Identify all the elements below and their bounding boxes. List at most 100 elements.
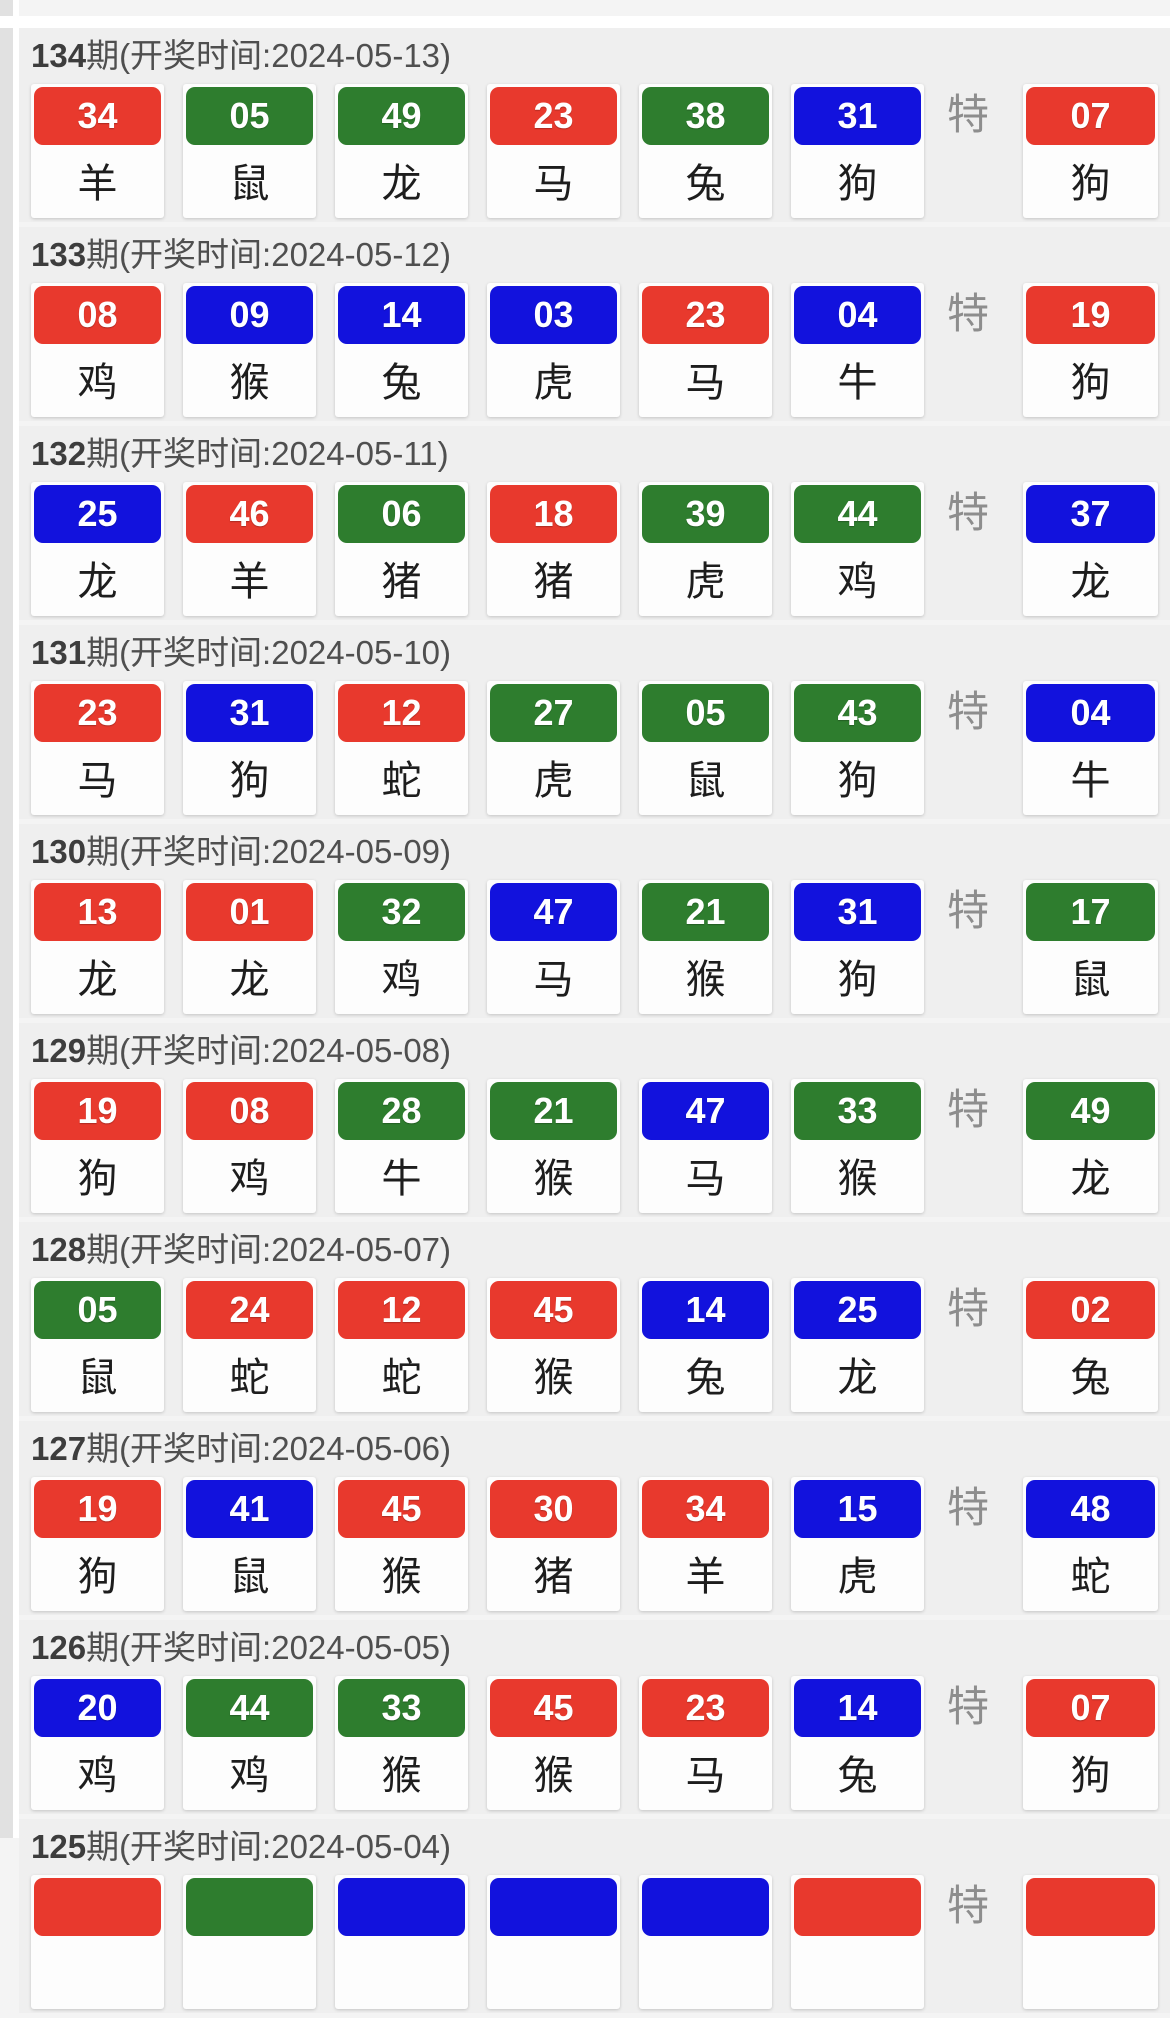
zodiac-label: 猪 xyxy=(533,1555,574,1599)
number-ball: 05 xyxy=(186,87,313,145)
zodiac-label: 兔 xyxy=(685,162,726,206)
number-cell xyxy=(183,1875,316,2009)
special-marker-label: 特 xyxy=(946,1086,989,1133)
draw-header: 125期(开奖时间:2024-05-04) xyxy=(31,1827,1156,1867)
number-ball: 34 xyxy=(642,1480,769,1538)
number-ball: 39 xyxy=(642,485,769,543)
zodiac-label: 牛 xyxy=(381,1157,422,1201)
draw-result-block: 134期(开奖时间:2024-05-13) 34 羊 05 鼠 49 龙 23 … xyxy=(19,28,1170,222)
draw-numbers-row: 23 马 31 狗 12 蛇 27 虎 05 鼠 43 狗 特 04 牛 xyxy=(19,681,1170,815)
number-ball: 03 xyxy=(490,286,617,344)
number-cell: 43 狗 xyxy=(791,681,924,815)
number-ball: 49 xyxy=(1026,1082,1155,1140)
draw-date-text: 期(开奖时间:2024-05-08) xyxy=(86,1032,452,1069)
zodiac-label: 鸡 xyxy=(229,1754,270,1798)
draw-period: 126 xyxy=(31,1629,87,1666)
zodiac-label: 猴 xyxy=(533,1754,574,1798)
number-ball: 47 xyxy=(642,1082,769,1140)
zodiac-label: 龙 xyxy=(381,162,422,206)
draw-date-text: 期(开奖时间:2024-05-13) xyxy=(86,37,452,74)
zodiac-label: 兔 xyxy=(685,1356,726,1400)
draw-numbers-row: 20 鸡 44 鸡 33 猴 45 猴 23 马 14 兔 特 07 狗 xyxy=(19,1676,1170,1810)
number-cell: 38 兔 xyxy=(639,84,772,218)
draw-period: 130 xyxy=(31,833,87,870)
number-ball: 28 xyxy=(338,1082,465,1140)
draw-result-block: 132期(开奖时间:2024-05-11) 25 龙 46 羊 06 猪 18 … xyxy=(19,426,1170,620)
draw-period: 133 xyxy=(31,236,87,273)
draw-date-text: 期(开奖时间:2024-05-11) xyxy=(86,435,449,472)
number-cell: 24 蛇 xyxy=(183,1278,316,1412)
lottery-results-list: 134期(开奖时间:2024-05-13) 34 羊 05 鼠 49 龙 23 … xyxy=(19,28,1170,2018)
number-ball: 05 xyxy=(642,684,769,742)
number-ball: 41 xyxy=(186,1480,313,1538)
number-ball: 09 xyxy=(186,286,313,344)
zodiac-label: 马 xyxy=(533,162,574,206)
number-ball: 44 xyxy=(794,485,921,543)
draw-date-text: 期(开奖时间:2024-05-12) xyxy=(86,236,452,273)
number-cell: 30 猪 xyxy=(487,1477,620,1611)
number-cell: 47 马 xyxy=(487,880,620,1014)
zodiac-label: 马 xyxy=(685,1157,726,1201)
draw-header: 130期(开奖时间:2024-05-09) xyxy=(31,832,1156,872)
draw-period: 131 xyxy=(31,634,87,671)
zodiac-label: 鸡 xyxy=(229,1157,270,1201)
zodiac-label: 龙 xyxy=(837,1356,878,1400)
number-cell: 47 马 xyxy=(639,1079,772,1213)
number-cell: 25 龙 xyxy=(31,482,164,616)
number-ball: 15 xyxy=(794,1480,921,1538)
number-ball: 38 xyxy=(642,87,769,145)
number-cell: 31 狗 xyxy=(791,84,924,218)
zodiac-label xyxy=(34,1936,161,2006)
number-ball: 33 xyxy=(794,1082,921,1140)
zodiac-label xyxy=(338,1936,465,2006)
zodiac-label xyxy=(490,1936,617,2006)
number-ball: 27 xyxy=(490,684,617,742)
number-cell: 13 龙 xyxy=(31,880,164,1014)
number-ball: 19 xyxy=(34,1082,161,1140)
number-ball: 19 xyxy=(1026,286,1155,344)
zodiac-label: 猪 xyxy=(533,560,574,604)
number-cell: 08 鸡 xyxy=(31,283,164,417)
number-ball: 25 xyxy=(34,485,161,543)
number-ball: 12 xyxy=(338,684,465,742)
zodiac-label: 狗 xyxy=(837,759,878,803)
number-cell: 04 牛 xyxy=(791,283,924,417)
number-cell: 46 羊 xyxy=(183,482,316,616)
zodiac-label: 猴 xyxy=(381,1555,422,1599)
zodiac-label: 猴 xyxy=(685,958,726,1002)
number-cell: 49 龙 xyxy=(1023,1079,1158,1213)
number-cell: 05 鼠 xyxy=(639,681,772,815)
draw-header: 133期(开奖时间:2024-05-12) xyxy=(31,235,1156,275)
number-cell: 28 牛 xyxy=(335,1079,468,1213)
number-ball xyxy=(34,1878,161,1936)
number-cell: 21 猴 xyxy=(639,880,772,1014)
zodiac-label: 鼠 xyxy=(229,1555,270,1599)
number-ball: 25 xyxy=(794,1281,921,1339)
number-cell xyxy=(791,1875,924,2009)
draw-numbers-row: 34 羊 05 鼠 49 龙 23 马 38 兔 31 狗 特 07 狗 xyxy=(19,84,1170,218)
number-ball: 48 xyxy=(1026,1480,1155,1538)
zodiac-label: 龙 xyxy=(1070,1157,1111,1201)
zodiac-label: 兔 xyxy=(1070,1356,1111,1400)
zodiac-label xyxy=(186,1936,313,2006)
number-cell: 01 龙 xyxy=(183,880,316,1014)
special-marker-label: 特 xyxy=(946,290,989,337)
number-ball: 05 xyxy=(34,1281,161,1339)
number-ball: 31 xyxy=(794,883,921,941)
number-ball: 12 xyxy=(338,1281,465,1339)
draw-header: 128期(开奖时间:2024-05-07) xyxy=(31,1230,1156,1270)
zodiac-label: 猴 xyxy=(837,1157,878,1201)
number-cell: 23 马 xyxy=(487,84,620,218)
draw-date-text: 期(开奖时间:2024-05-09) xyxy=(86,833,452,870)
number-ball: 07 xyxy=(1026,1679,1155,1737)
draw-period: 134 xyxy=(31,37,87,74)
zodiac-label: 鸡 xyxy=(381,958,422,1002)
draw-date-text: 期(开奖时间:2024-05-10) xyxy=(86,634,452,671)
draw-result-block: 133期(开奖时间:2024-05-12) 08 鸡 09 猴 14 兔 03 … xyxy=(19,227,1170,421)
number-ball: 45 xyxy=(490,1281,617,1339)
number-cell: 37 龙 xyxy=(1023,482,1158,616)
special-marker-label: 特 xyxy=(946,1285,989,1332)
number-cell: 18 猪 xyxy=(487,482,620,616)
page-left-gutter xyxy=(0,0,19,1838)
number-ball: 47 xyxy=(490,883,617,941)
